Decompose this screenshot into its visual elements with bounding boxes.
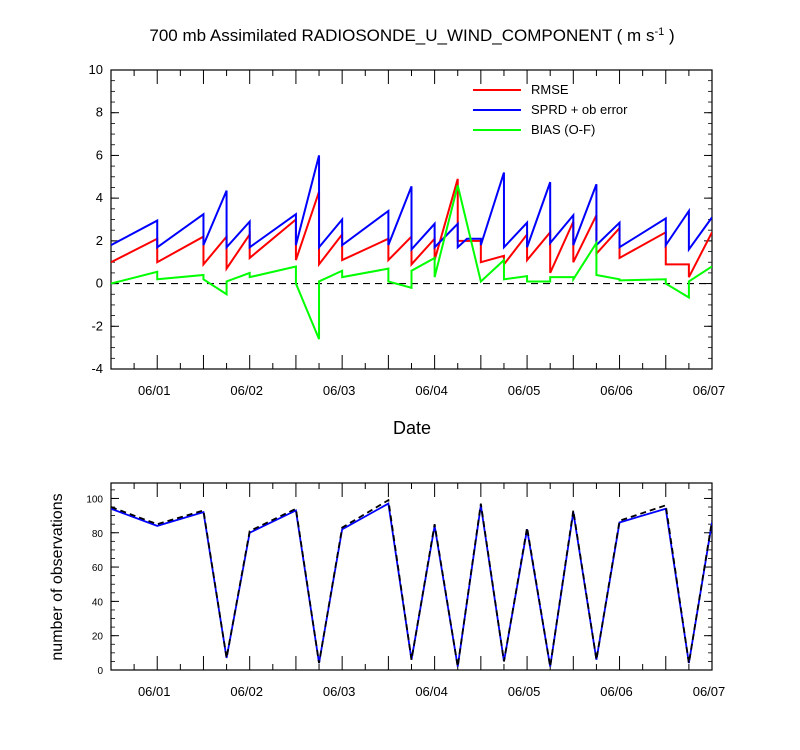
x-tick-label: 06/07 [693,684,726,699]
x-tick-label: 06/04 [415,383,448,398]
y-tick-label: 4 [96,190,103,205]
y-tick-label: 8 [96,105,103,120]
x-tick-label: 06/06 [600,684,633,699]
y-tick-label: 6 [96,147,103,162]
series-line-obs-solid- [111,502,712,667]
y-tick-label: -4 [91,361,103,376]
x-tick-label: 06/03 [323,684,356,699]
top-panel: -4 -2 0 2 4 6 8 10 06/01 06/02 06/03 06/04 06/05 06/0… [89,26,726,438]
legend-label: BIAS (O-F) [531,122,595,137]
y-tick-label: 100 [86,494,103,505]
y-tick-label: -2 [91,318,103,333]
y-tick-label: 80 [92,529,104,540]
x-tick-label: 06/07 [693,383,726,398]
x-tick-label: 06/04 [415,684,448,699]
x-tick-label: 06/05 [508,684,541,699]
plot-area [111,498,712,667]
y-tick-label: 40 [92,597,104,608]
y-tick-label: 10 [89,62,103,77]
y-axis-label: number of observations [49,493,66,660]
x-tick-label: 06/01 [138,684,171,699]
y-tick-label: 20 [92,632,104,643]
y-tick-label: 0 [96,276,103,291]
legend-label: SPRD + ob error [531,102,628,117]
x-tick-label: 06/02 [230,383,263,398]
x-tick-label: 06/05 [508,383,541,398]
x-tick-label: 06/06 [600,383,633,398]
series-line-obs-dashed- [111,498,712,667]
x-tick-label: 06/03 [323,383,356,398]
chart-title: 700 mb Assimilated RADIOSONDE_U_WIND_COM… [149,26,674,45]
y-tick-label: 0 [97,666,103,677]
series-line-rmse [111,178,712,278]
y-tick-label: 60 [92,563,104,574]
legend-label: RMSE [531,82,569,97]
x-tick-label: 06/01 [138,383,171,398]
bottom-panel: 0 20 40 60 80 100 06/01 06/02 06/03 06/04 06/05 06/… [49,482,726,699]
y-tick-label: 2 [96,233,103,248]
x-axis-label: Date [393,418,431,438]
x-tick-label: 06/02 [230,684,263,699]
series-line-sprd-ob-error [111,155,712,253]
series-line-bias-o-f- [111,185,712,340]
plot-area [111,155,712,340]
